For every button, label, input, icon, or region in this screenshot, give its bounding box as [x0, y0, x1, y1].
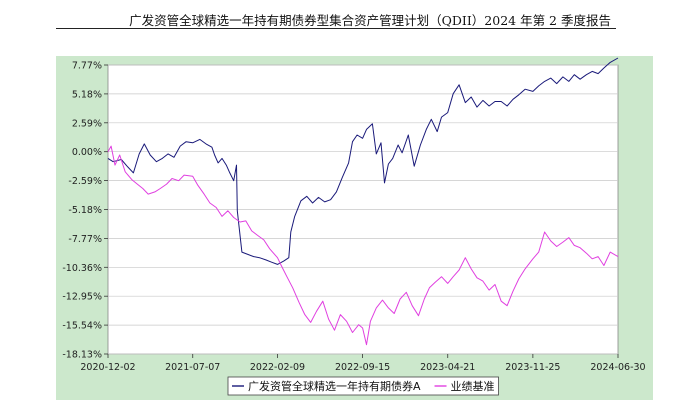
- y-tick-label: -5.18%: [68, 205, 102, 216]
- y-tick-label: -7.77%: [68, 234, 102, 245]
- x-tick-label: 2024-06-30: [590, 362, 645, 373]
- y-tick-label: -15.54%: [62, 321, 102, 332]
- x-tick-label: 2022-02-09: [250, 362, 305, 373]
- y-tick-label: 7.77%: [72, 61, 102, 72]
- series-layer: [107, 57, 619, 346]
- legend-label-2: 业绩基准: [451, 380, 495, 393]
- grid-lines: [108, 64, 618, 355]
- line-chart: 7.77% 5.18% 2.59% 0.00% -2.59% -5.18% -7.77% -1…: [62, 57, 646, 396]
- y-tick-label: 2.59%: [72, 118, 102, 129]
- header-rule: [56, 28, 616, 29]
- y-tick-label: -2.59%: [68, 176, 102, 187]
- legend-label-1: 广发资管全球精选一年持有期债券A: [248, 379, 421, 393]
- x-tick-label: 2023-11-25: [505, 362, 560, 373]
- chart-panel: 7.77% 5.18% 2.59% 0.00% -2.59% -5.18% -7.77% -1…: [56, 56, 653, 400]
- y-tick-label: 0.00%: [72, 147, 102, 158]
- legend-box: [227, 376, 499, 396]
- y-tick-label: -18.13%: [62, 350, 102, 361]
- x-tick-label: 2023-04-21: [420, 362, 475, 373]
- report-header: 广发资管全球精选一年持有期债券型集合资产管理计划（QDII）2024 年第 2 …: [0, 0, 697, 30]
- x-tick-label: 2022-09-15: [335, 362, 390, 373]
- x-tick-label: 2021-07-07: [165, 362, 220, 373]
- x-tick-label: 2020-12-02: [80, 362, 135, 373]
- report-title: 广发资管全球精选一年持有期债券型集合资产管理计划（QDII）2024 年第 2 …: [129, 13, 611, 28]
- y-axis-ticks: 7.77% 5.18% 2.59% 0.00% -2.59% -5.18% -7.77% -1…: [62, 61, 108, 361]
- x-axis-ticks: 2020-12-02 2021-07-07 2022-02-09 2022-09-15…: [80, 354, 646, 373]
- y-tick-label: 5.18%: [72, 89, 102, 100]
- series-line-2: [107, 145, 619, 346]
- series-line-1: [107, 57, 619, 265]
- y-tick-label: -12.95%: [62, 292, 102, 303]
- legend: 广发资管全球精选一年持有期债券A 业绩基准: [227, 376, 499, 396]
- y-tick-label: -10.36%: [62, 263, 102, 274]
